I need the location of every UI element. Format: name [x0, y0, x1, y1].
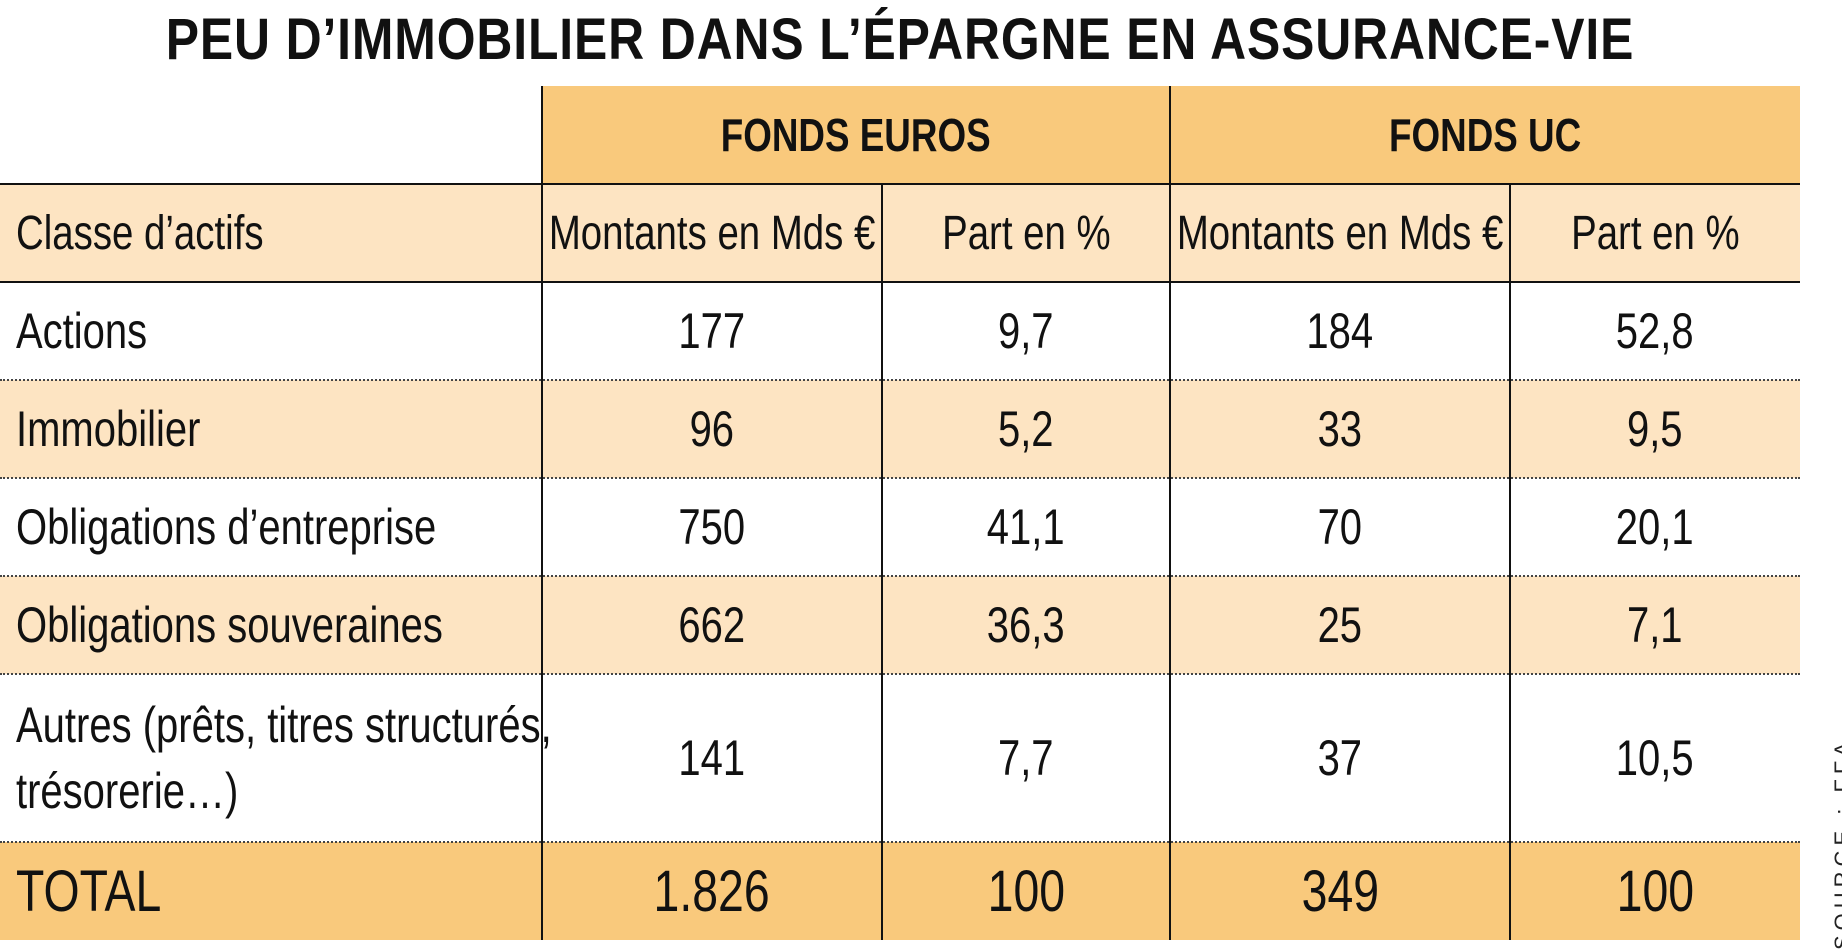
row-label-immobilier: Immobilier	[0, 380, 542, 478]
row-separator	[0, 575, 1800, 577]
column-divider	[881, 184, 883, 940]
row-label-actions: Actions	[16, 303, 148, 359]
table-cell: 37	[1317, 730, 1363, 786]
table-cell: 662	[542, 576, 882, 674]
table-cell: 9,5	[1510, 380, 1800, 478]
row-separator	[0, 673, 1800, 675]
table-cell: 52,8	[1616, 303, 1694, 359]
total-cell: 349	[1170, 842, 1510, 940]
table-cell: 141	[678, 730, 746, 786]
table-cell: 177	[678, 303, 746, 359]
source-credit: SOURCE : FFA	[1830, 737, 1842, 950]
table-cell: 184	[1306, 303, 1374, 359]
table-cell: 20,1	[1616, 499, 1694, 555]
table-cell: 9,7	[998, 303, 1054, 359]
total-cell: 100	[1510, 842, 1800, 940]
column-header-euros-share: Part en %	[882, 184, 1170, 282]
column-header-uc-amount: Montants en Mds €	[1170, 184, 1510, 282]
table-cell: 25	[1170, 576, 1510, 674]
table-cell: 750	[678, 499, 746, 555]
total-label: TOTAL	[0, 842, 542, 940]
column-header-asset-class: Classe d’actifs	[0, 184, 542, 282]
row-separator	[0, 477, 1800, 479]
table-divider	[0, 183, 1800, 185]
table-cell: 36,3	[882, 576, 1170, 674]
table-cell: 70	[1317, 499, 1363, 555]
total-cell: 1.826	[542, 842, 882, 940]
group-header-fonds-uc: FONDS UC	[1170, 86, 1800, 184]
column-divider	[1509, 184, 1511, 940]
row-label-others: Autres (prêts, titres structurés, trésor…	[16, 697, 552, 819]
row-separator	[0, 841, 1800, 843]
column-divider	[541, 86, 543, 940]
row-label-corporate-bonds: Obligations d’entreprise	[16, 499, 437, 555]
table-cell: 7,1	[1510, 576, 1800, 674]
column-header-uc-share: Part en %	[1510, 184, 1800, 282]
table-cell: 33	[1170, 380, 1510, 478]
table-cell: 10,5	[1616, 730, 1694, 786]
row-separator	[0, 379, 1800, 381]
table-cell: 41,1	[987, 499, 1065, 555]
chart-title: PEU D’IMMOBILIER DANS L’ÉPARGNE EN ASSUR…	[165, 7, 1635, 72]
table-cell: 96	[542, 380, 882, 478]
row-label-sovereign-bonds: Obligations souveraines	[0, 576, 542, 674]
column-header-euros-amount: Montants en Mds €	[542, 184, 882, 282]
group-header-fonds-euros: FONDS EUROS	[542, 86, 1170, 184]
total-cell: 100	[882, 842, 1170, 940]
table-cell: 5,2	[882, 380, 1170, 478]
table-divider	[0, 281, 1800, 283]
column-divider	[1169, 86, 1171, 940]
table-cell: 7,7	[998, 730, 1054, 786]
